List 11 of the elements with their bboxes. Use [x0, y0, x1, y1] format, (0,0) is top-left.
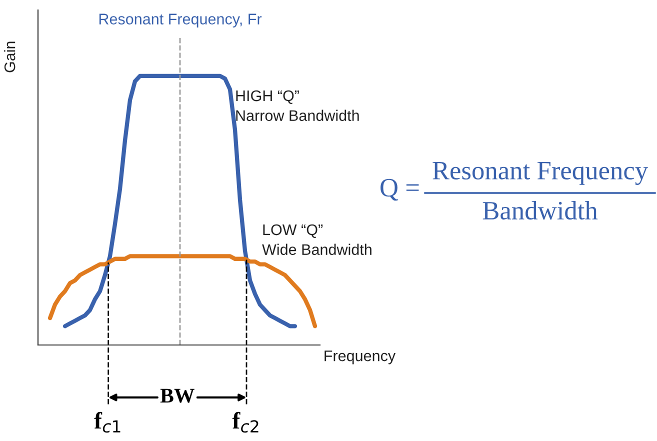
text: f$_{c1}$ — [94, 412, 120, 433]
annotation: LOW “Q” Wide Bandwidth — [262, 224, 372, 255]
text: Q = — [380, 178, 419, 201]
text: Resonant Frequency, Fr — [99, 14, 262, 28]
text: Resonant Frequency — [432, 162, 648, 185]
annotation: HIGH “Q” Narrow Bandwidth — [236, 90, 359, 121]
x-axis-title: Frequency — [324, 350, 396, 364]
text: BW — [160, 388, 194, 403]
text: Bandwidth — [482, 201, 598, 220]
text: f$_{c2}$ — [232, 412, 258, 433]
y-axis-title: Gain — [4, 42, 16, 72]
